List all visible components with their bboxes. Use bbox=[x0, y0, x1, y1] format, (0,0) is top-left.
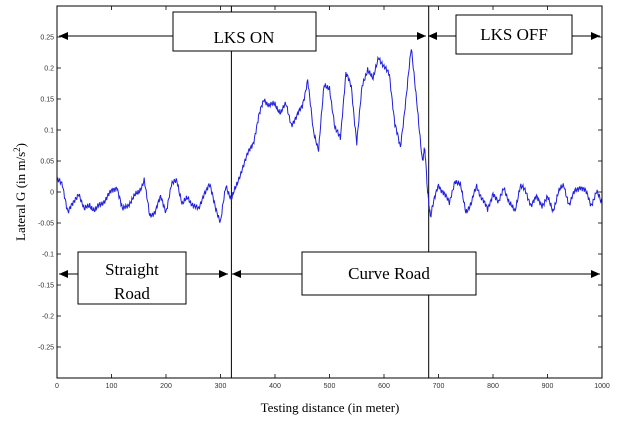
y-axis-label-main: Lateral G (in m/s bbox=[13, 152, 28, 241]
y-axis-label-sup: 2 bbox=[12, 147, 22, 152]
y-axis-label-close: ) bbox=[13, 143, 28, 147]
tick-layer: 0 100 200 300 400 500 600 700 800 900 1000 0.25 0.2 0… bbox=[38, 6, 610, 390]
y-tick-label: -0.1 bbox=[42, 252, 54, 259]
x-tick-label: 100 bbox=[106, 383, 118, 390]
series-line-lateral-g bbox=[56, 49, 603, 223]
y-tick-label: 0 bbox=[50, 190, 54, 197]
plot-background bbox=[57, 6, 602, 378]
x-tick-label: 600 bbox=[378, 383, 390, 390]
x-tick-label: 900 bbox=[542, 383, 554, 390]
x-tick-label: 300 bbox=[215, 383, 227, 390]
lks-off-label: LKS OFF bbox=[480, 25, 548, 44]
y-tick-label: -0.2 bbox=[42, 314, 54, 321]
lks-on-label: LKS ON bbox=[214, 28, 275, 47]
x-tick-label: 200 bbox=[160, 383, 172, 390]
x-tick-label: 0 bbox=[55, 383, 59, 390]
x-tick-label: 700 bbox=[433, 383, 445, 390]
x-tick-label: 1000 bbox=[594, 383, 610, 390]
lks-off-annotation: LKS OFF bbox=[428, 14, 600, 55]
y-tick-label: 0.25 bbox=[40, 35, 54, 42]
x-tick-label: 400 bbox=[269, 383, 281, 390]
y-tick-label: 0.2 bbox=[44, 66, 54, 73]
x-tick-label: 500 bbox=[324, 383, 336, 390]
y-tick-label: 0.05 bbox=[40, 159, 54, 166]
plot-frame bbox=[56, 5, 603, 379]
x-axis-label: Testing distance (in meter) bbox=[261, 400, 400, 415]
y-tick-label: -0.15 bbox=[38, 283, 54, 290]
y-tick-label: 0.1 bbox=[44, 128, 54, 135]
curve-road-annotation: Curve Road bbox=[232, 251, 600, 296]
y-tick-label: 0.15 bbox=[40, 97, 54, 104]
y-axis-label: Lateral G (in m/s2) bbox=[12, 143, 28, 241]
straight-road-label-line1: Straight bbox=[105, 260, 159, 279]
x-tick-label: 800 bbox=[487, 383, 499, 390]
y-tick-label: -0.25 bbox=[38, 345, 54, 352]
curve-road-label: Curve Road bbox=[348, 264, 430, 283]
y-tick-label: -0.05 bbox=[38, 221, 54, 228]
straight-road-annotation: Straight Road bbox=[59, 251, 228, 305]
marker-layer bbox=[230, 6, 430, 378]
straight-road-label-line2: Road bbox=[114, 284, 150, 303]
lks-on-annotation: LKS ON bbox=[59, 11, 426, 52]
